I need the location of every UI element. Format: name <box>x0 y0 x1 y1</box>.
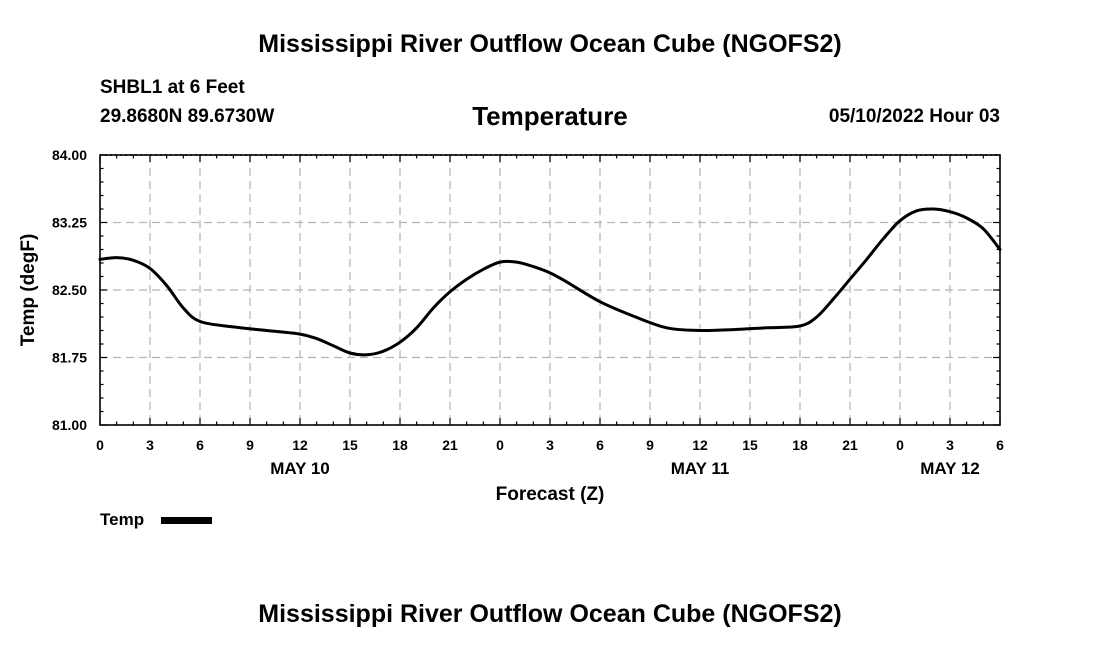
x-tick-label: 0 <box>496 437 504 453</box>
x-tick-label: 18 <box>792 437 808 453</box>
chart-title: Temperature <box>472 101 628 131</box>
x-tick-label: 12 <box>292 437 308 453</box>
x-tick-label: 0 <box>896 437 904 453</box>
x-tick-label: 3 <box>146 437 154 453</box>
x-tick-label: 3 <box>946 437 954 453</box>
y-axis-label: Temp (degF) <box>18 234 39 347</box>
series-line-temp <box>98 207 1002 357</box>
x-tick-label: 12 <box>692 437 708 453</box>
x-tick-label: 18 <box>392 437 408 453</box>
x-tick-label: 6 <box>196 437 204 453</box>
station-coordinates: 29.8680N 89.6730W <box>100 106 275 127</box>
legend-swatch-temp <box>161 517 212 524</box>
date-label: MAY 11 <box>671 459 730 478</box>
x-tick-label: 15 <box>742 437 758 453</box>
page-title: Mississippi River Outflow Ocean Cube (NG… <box>258 30 842 58</box>
y-tick-label: 83.25 <box>52 215 87 231</box>
x-tick-label: 6 <box>996 437 1004 453</box>
x-tick-labels: 0 3 6 9 12 15 18 21 0 3 6 9 12 15 18 21 0 3 6 <box>96 437 1004 453</box>
legend-label-temp: Temp <box>100 510 144 529</box>
y-tick-label: 81.00 <box>52 417 87 433</box>
x-tick-label: 0 <box>96 437 104 453</box>
x-tick-label: 3 <box>546 437 554 453</box>
y-tick-label: 81.75 <box>52 350 87 366</box>
y-tick-label: 84.00 <box>52 147 87 163</box>
date-labels: MAY 10 MAY 11 MAY 12 <box>270 459 980 478</box>
x-tick-label: 9 <box>646 437 654 453</box>
legend: Temp <box>100 510 212 529</box>
date-label: MAY 12 <box>920 459 980 478</box>
x-tick-label: 15 <box>342 437 358 453</box>
grid-lines <box>100 154 1000 425</box>
y-tick-label: 82.50 <box>52 282 87 298</box>
y-tick-labels: 84.00 83.25 82.50 81.75 81.00 <box>52 147 87 433</box>
x-tick-label: 21 <box>442 437 458 453</box>
x-tick-label: 9 <box>246 437 254 453</box>
axis-ticks <box>99 154 1001 426</box>
footer-title: Mississippi River Outflow Ocean Cube (NG… <box>258 600 842 628</box>
forecast-datetime: 05/10/2022 Hour 03 <box>828 106 1000 127</box>
x-tick-label: 21 <box>842 437 858 453</box>
x-tick-label: 6 <box>596 437 604 453</box>
station-label: SHBL1 at 6 Feet <box>100 77 245 98</box>
x-axis-label: Forecast (Z) <box>496 484 605 505</box>
date-label: MAY 10 <box>270 459 330 478</box>
